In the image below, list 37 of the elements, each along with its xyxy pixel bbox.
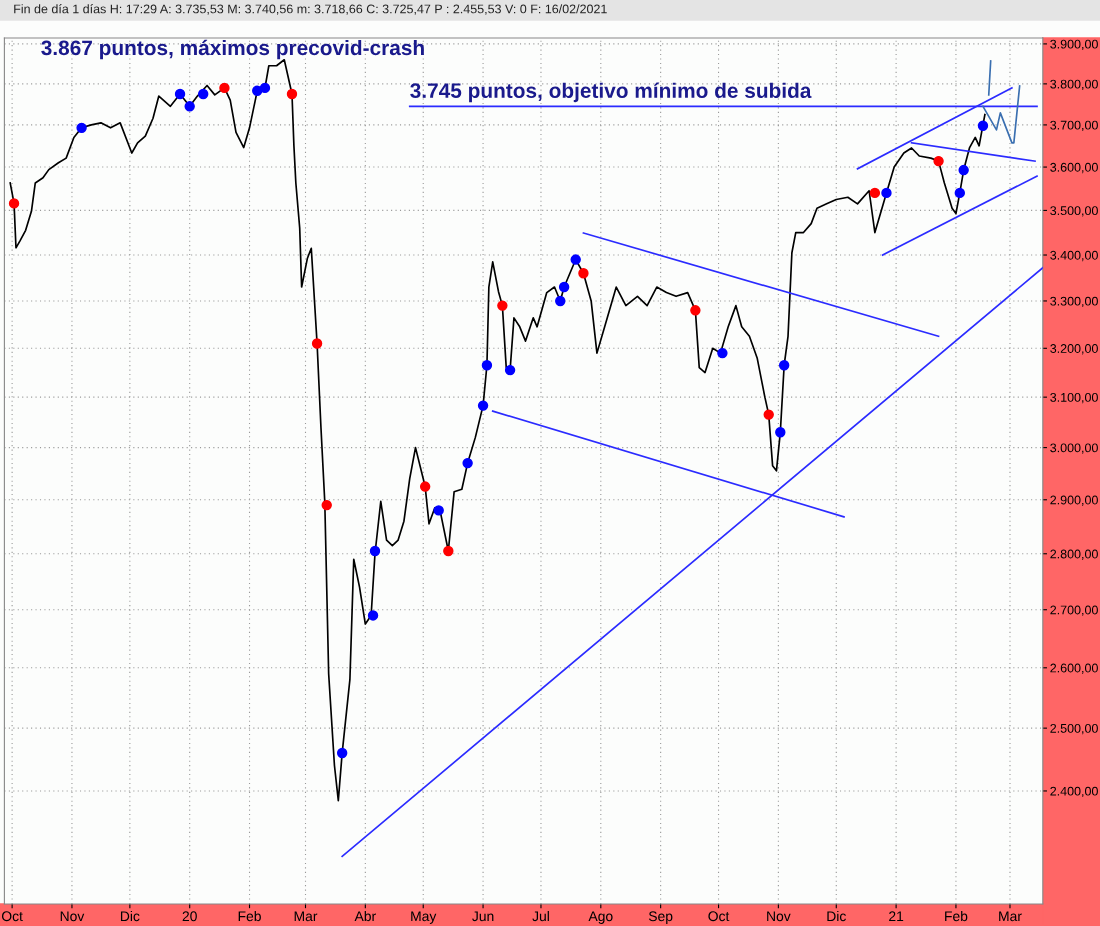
y-tick-label: 3.900,00 [1050,39,1098,51]
annotation: 3.745 puntos, objetivo mínimo de subida [410,82,812,103]
y-tick-label: 2.400,00 [1050,786,1098,798]
x-tick-label: Dic [827,910,846,922]
x-tick-label: Jul [532,910,549,922]
y-tick-label: 2.900,00 [1050,495,1098,506]
x-tick-label: Dic [120,910,140,922]
y-tick-label: 3.300,00 [1050,296,1098,308]
y-tick-label: 3.200,00 [1050,344,1098,355]
x-tick-label: Oct [708,911,730,922]
x-tick-label: 21 [889,911,904,922]
x-tick-label: May [411,911,437,924]
x-tick-label: Nov [767,911,791,922]
y-tick-label: 2.800,00 [1050,549,1098,560]
x-tick-label: Feb [238,910,261,922]
x-tick-label: Ago [588,911,613,924]
y-tick-label: 3.100,00 [1050,392,1098,404]
x-tick-label: Mar [999,911,1022,922]
x-tick-label: Feb [945,910,968,922]
x-tick-label: Mar [294,911,318,922]
x-tick-label: Oct [1,911,23,922]
y-tick-label: 3.800,00 [1050,79,1098,90]
x-tick-label: Nov [60,911,85,922]
y-tick-label: 2.600,00 [1050,663,1098,674]
y-tick-label: 3.000,00 [1050,443,1098,454]
x-tick-label: 20 [182,911,197,922]
y-tick-label: 3.600,00 [1050,162,1098,174]
x-tick-label: Sep [648,911,673,924]
chart-subtitle: Fin de día 1 días H: 17:29 A: 3.735,53 M: 3.740,56 m: 3.718,66 C: 3.725,47 P : 2.455,53 V: 0 F: 16/02/2021 [14,4,607,15]
x-tick-label: Abr [354,910,376,922]
x-tick-label: Jun [472,911,494,922]
y-tick-label: 2.700,00 [1050,605,1098,616]
y-tick-label: 2.500,00 [1050,723,1098,735]
y-tick-label: 3.400,00 [1050,250,1098,262]
y-tick-label: 3.700,00 [1050,120,1098,132]
y-tick-label: 3.500,00 [1050,206,1098,217]
annotation: 3.867 puntos, máximos precovid-crash [41,39,424,60]
